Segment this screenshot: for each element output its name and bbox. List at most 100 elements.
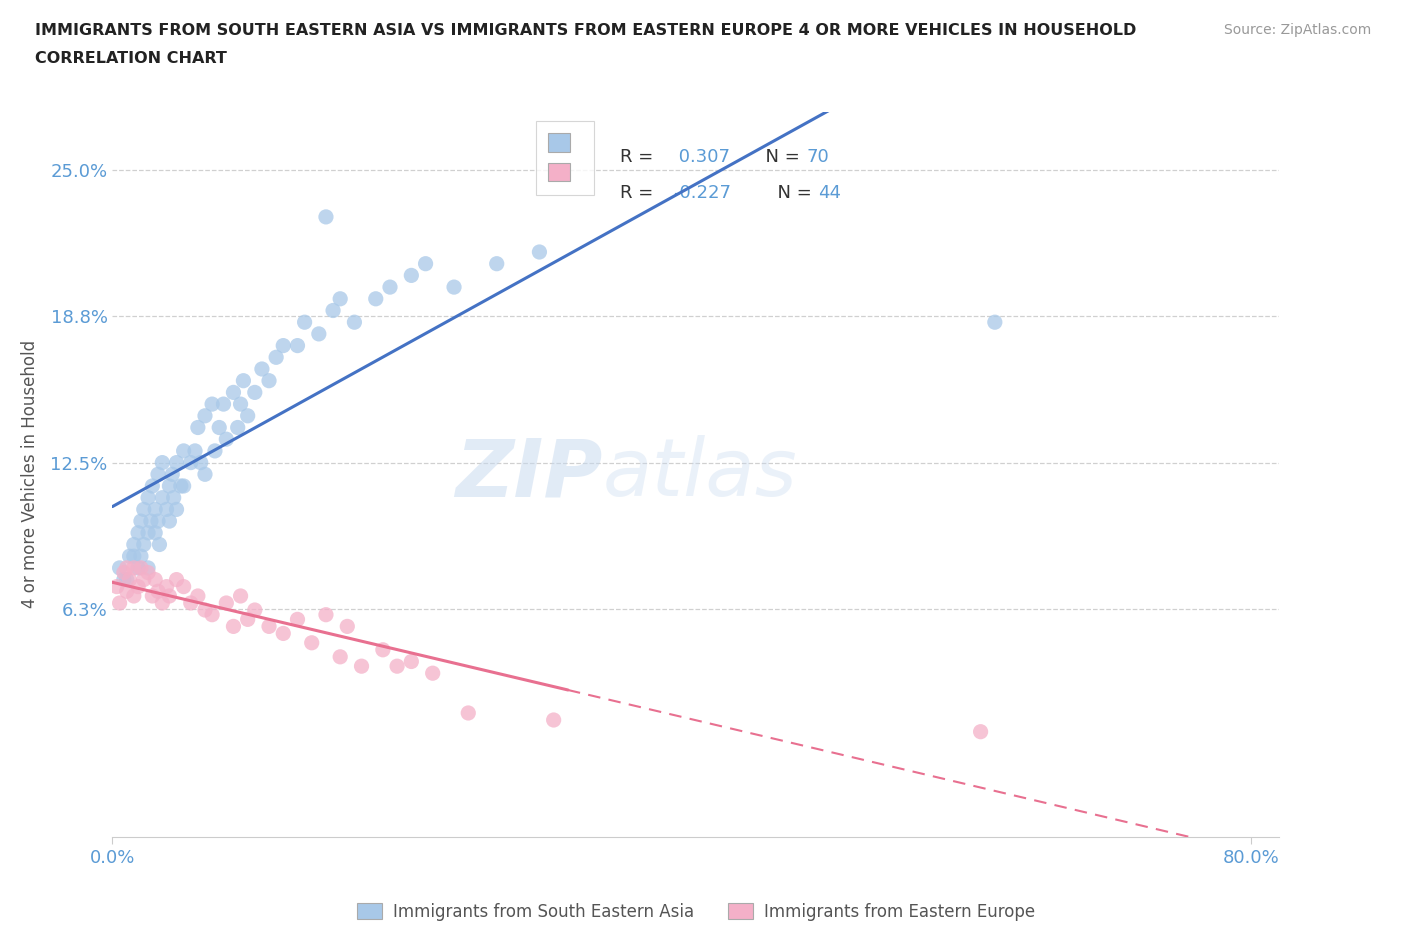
Point [143, 572, 166, 587]
Point [229, 397, 252, 412]
Point [212, 397, 235, 412]
Point [180, 455, 202, 470]
Point [127, 561, 149, 576]
Point [157, 589, 180, 604]
Text: IMMIGRANTS FROM SOUTH EASTERN ASIA VS IMMIGRANTS FROM EASTERN EUROPE 4 OR MORE V: IMMIGRANTS FROM SOUTH EASTERN ASIA VS IM… [35, 23, 1136, 38]
Point [271, 626, 294, 641]
Point [122, 561, 145, 576]
Point [243, 385, 266, 400]
Point [180, 595, 202, 610]
Point [105, 579, 128, 594]
Point [984, 314, 1007, 329]
Point [112, 572, 135, 587]
Point [150, 455, 173, 470]
Point [315, 209, 337, 224]
Text: -0.227: -0.227 [672, 184, 731, 202]
Point [301, 635, 323, 650]
Point [132, 572, 155, 587]
Point [364, 291, 387, 306]
Point [166, 455, 188, 470]
Point [162, 467, 184, 482]
Text: 70: 70 [807, 148, 830, 166]
Point [173, 444, 195, 458]
Point [215, 432, 238, 446]
Point [136, 565, 159, 580]
Point [543, 712, 565, 727]
Point [166, 572, 188, 587]
Point [166, 502, 188, 517]
Point [141, 589, 163, 604]
Point [129, 513, 152, 528]
Point [129, 561, 152, 576]
Point [236, 408, 259, 423]
Point [150, 595, 173, 610]
Point [236, 612, 259, 627]
Point [232, 373, 254, 388]
Point [129, 549, 152, 564]
Point [401, 654, 423, 669]
Point [350, 658, 373, 673]
Point [150, 490, 173, 505]
Point [190, 455, 212, 470]
Legend: Immigrants from South Eastern Asia, Immigrants from Eastern Europe: Immigrants from South Eastern Asia, Immi… [350, 897, 1042, 927]
Point [329, 291, 352, 306]
Point [215, 595, 238, 610]
Point [108, 561, 131, 576]
Point [201, 607, 224, 622]
Point [136, 490, 159, 505]
Point [969, 724, 991, 739]
Point [146, 467, 169, 482]
Point [264, 350, 287, 365]
Point [308, 326, 330, 341]
Point [385, 658, 408, 673]
Point [115, 572, 138, 587]
Point [229, 589, 252, 604]
Point [143, 525, 166, 540]
Point [148, 537, 170, 551]
Point [136, 525, 159, 540]
Point [163, 490, 186, 505]
Point [122, 549, 145, 564]
Point [457, 706, 479, 721]
Point [136, 561, 159, 576]
Point [118, 549, 141, 564]
Point [187, 589, 209, 604]
Point [422, 666, 444, 681]
Point [155, 579, 177, 594]
Point [115, 561, 138, 576]
Point [194, 467, 217, 482]
Point [146, 513, 169, 528]
Point [122, 537, 145, 551]
Point [115, 584, 138, 599]
Point [257, 373, 280, 388]
Point [157, 479, 180, 494]
Point [201, 397, 224, 412]
Point [287, 339, 309, 353]
Point [336, 619, 359, 634]
Point [132, 537, 155, 551]
Text: R =: R = [620, 148, 659, 166]
Point [187, 420, 209, 435]
Point [443, 280, 465, 295]
Point [226, 420, 249, 435]
Point [122, 589, 145, 604]
Point [401, 268, 423, 283]
Point [222, 619, 245, 634]
Point [173, 579, 195, 594]
Point [250, 362, 273, 377]
Point [127, 579, 149, 594]
Point [146, 584, 169, 599]
Point [155, 502, 177, 517]
Text: R =: R = [620, 184, 659, 202]
Point [415, 257, 437, 272]
Text: atlas: atlas [603, 435, 797, 513]
Point [118, 572, 141, 587]
Point [132, 502, 155, 517]
Point [371, 643, 394, 658]
Point [322, 303, 344, 318]
Text: 0.307: 0.307 [672, 148, 730, 166]
Point [173, 479, 195, 494]
Point [294, 314, 316, 329]
Text: N =: N = [766, 184, 817, 202]
Point [378, 280, 401, 295]
